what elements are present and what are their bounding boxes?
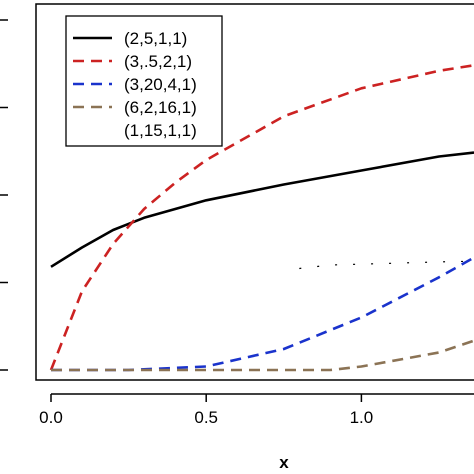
series-line-4 bbox=[299, 260, 474, 270]
legend-label-4: (1,15,1,1) bbox=[124, 121, 197, 140]
x-tick-label-2: 1.0 bbox=[350, 408, 374, 427]
x-tick-label-1: 0.5 bbox=[194, 408, 218, 427]
series-line-3 bbox=[51, 339, 474, 372]
series-lines bbox=[49, 63, 474, 372]
legend-label-1: (3,.5,2,1) bbox=[124, 52, 192, 71]
legend-label-0: (2,5,1,1) bbox=[124, 29, 187, 48]
series-line-0 bbox=[50, 151, 474, 268]
y-axis-ticks bbox=[0, 19, 8, 371]
legend: (2,5,1,1) (3,.5,2,1) (3,20,4,1) (6,2,16,1) (… bbox=[65, 15, 223, 147]
legend-label-3: (6,2,16,1) bbox=[124, 98, 197, 117]
x-tick-label-0: 0.0 bbox=[39, 408, 63, 427]
legend-label-2: (3,20,4,1) bbox=[124, 75, 197, 94]
x-axis: 0.00.51.01.52.02.5 bbox=[39, 393, 474, 427]
x-axis-title: x bbox=[279, 453, 289, 472]
plot-frame bbox=[35, 3, 474, 381]
series-line-1 bbox=[49, 63, 474, 371]
